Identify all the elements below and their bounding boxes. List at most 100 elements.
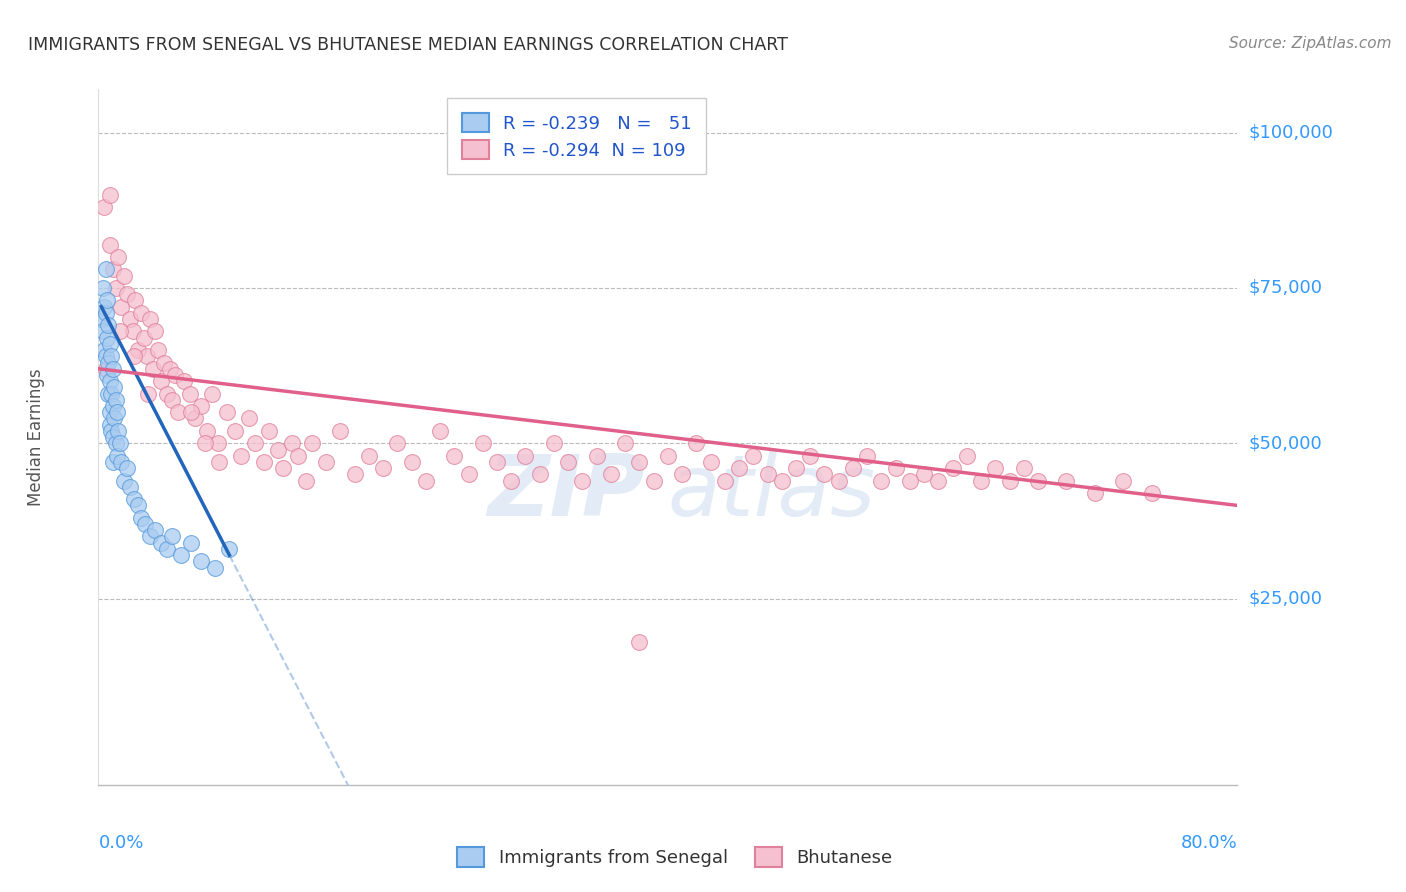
- Point: [107, 250, 129, 264]
- Point: [91, 281, 114, 295]
- Point: [127, 343, 149, 357]
- Point: [148, 343, 170, 357]
- Point: [714, 474, 737, 488]
- Point: [122, 492, 145, 507]
- Point: [141, 361, 163, 376]
- Point: [429, 424, 451, 438]
- Point: [107, 424, 129, 438]
- Point: [104, 281, 127, 295]
- Point: [122, 349, 145, 363]
- Point: [145, 325, 167, 339]
- Point: [401, 455, 423, 469]
- Point: [898, 474, 921, 488]
- Point: [295, 474, 318, 488]
- Point: [471, 436, 494, 450]
- Point: [1056, 474, 1078, 488]
- Point: [585, 449, 607, 463]
- Point: [1026, 474, 1049, 488]
- Point: [259, 424, 281, 438]
- Point: [94, 306, 117, 320]
- Point: [101, 455, 124, 469]
- Point: [600, 467, 623, 482]
- Point: [373, 461, 395, 475]
- Point: [728, 461, 751, 475]
- Point: [267, 442, 290, 457]
- Point: [813, 467, 835, 482]
- Point: [104, 436, 127, 450]
- Point: [643, 474, 665, 488]
- Point: [529, 467, 551, 482]
- Point: [501, 474, 523, 488]
- Point: [912, 467, 935, 482]
- Text: Source: ZipAtlas.com: Source: ZipAtlas.com: [1229, 36, 1392, 51]
- Point: [799, 449, 821, 463]
- Point: [628, 635, 651, 649]
- Point: [543, 436, 565, 450]
- Point: [238, 411, 260, 425]
- Point: [129, 511, 152, 525]
- Point: [515, 449, 537, 463]
- Point: [170, 548, 193, 562]
- Text: IMMIGRANTS FROM SENEGAL VS BHUTANESE MEDIAN EARNINGS CORRELATION CHART: IMMIGRANTS FROM SENEGAL VS BHUTANESE MED…: [28, 36, 787, 54]
- Point: [104, 392, 127, 407]
- Point: [98, 417, 121, 432]
- Point: [108, 325, 131, 339]
- Point: [127, 499, 149, 513]
- Point: [97, 318, 120, 333]
- Point: [190, 554, 212, 568]
- Point: [208, 455, 231, 469]
- Point: [301, 436, 323, 450]
- Text: $25,000: $25,000: [1249, 590, 1323, 607]
- Point: [457, 467, 479, 482]
- Point: [443, 449, 465, 463]
- Point: [195, 424, 218, 438]
- Point: [571, 474, 593, 488]
- Point: [162, 529, 184, 543]
- Point: [129, 306, 152, 320]
- Point: [96, 293, 118, 308]
- Point: [121, 325, 143, 339]
- Point: [118, 480, 141, 494]
- Point: [101, 262, 124, 277]
- Point: [742, 449, 765, 463]
- Point: [112, 268, 135, 283]
- Point: [98, 405, 121, 419]
- Point: [273, 461, 295, 475]
- Point: [138, 529, 160, 543]
- Point: [124, 293, 146, 308]
- Point: [150, 374, 173, 388]
- Point: [180, 405, 202, 419]
- Legend: R = -0.239   N =   51, R = -0.294  N = 109: R = -0.239 N = 51, R = -0.294 N = 109: [447, 98, 706, 174]
- Point: [201, 386, 224, 401]
- Point: [93, 343, 115, 357]
- Point: [91, 325, 114, 339]
- Point: [97, 355, 120, 369]
- Point: [165, 368, 187, 382]
- Point: [94, 262, 117, 277]
- Point: [162, 392, 184, 407]
- Point: [115, 287, 138, 301]
- Point: [357, 449, 380, 463]
- Point: [671, 467, 693, 482]
- Point: [842, 461, 865, 475]
- Point: [190, 399, 212, 413]
- Point: [135, 349, 157, 363]
- Point: [110, 455, 132, 469]
- Point: [486, 455, 509, 469]
- Point: [785, 461, 807, 475]
- Point: [173, 374, 195, 388]
- Point: [103, 411, 125, 425]
- Point: [105, 405, 128, 419]
- Text: $100,000: $100,000: [1249, 124, 1333, 142]
- Point: [97, 386, 120, 401]
- Point: [132, 331, 155, 345]
- Point: [93, 200, 115, 214]
- Point: [167, 405, 190, 419]
- Point: [110, 300, 132, 314]
- Point: [156, 541, 179, 556]
- Point: [108, 436, 131, 450]
- Point: [557, 455, 579, 469]
- Text: 80.0%: 80.0%: [1181, 834, 1237, 852]
- Point: [287, 449, 309, 463]
- Point: [93, 300, 115, 314]
